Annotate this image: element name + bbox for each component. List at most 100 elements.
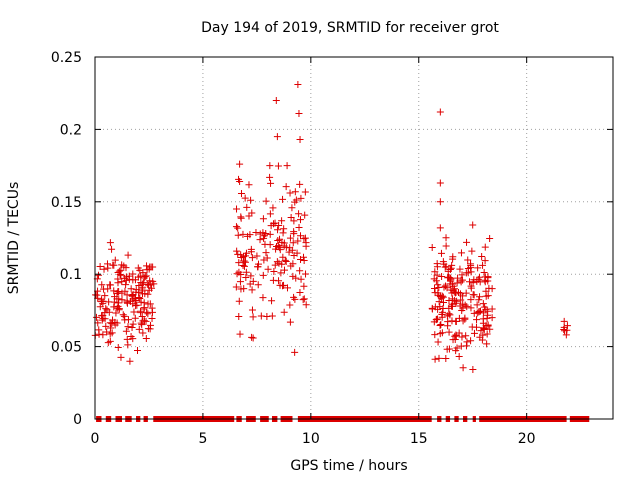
x-tick-label: 15 — [410, 431, 428, 447]
data-point — [268, 312, 276, 320]
data-point — [428, 244, 436, 252]
data-point — [126, 357, 134, 365]
data-point — [263, 254, 271, 262]
data-points — [91, 81, 571, 374]
data-point — [259, 271, 267, 279]
data-point — [279, 253, 287, 261]
data-point — [125, 272, 133, 280]
data-point — [144, 310, 152, 318]
data-point — [481, 257, 489, 265]
data-point — [278, 217, 286, 225]
data-point — [148, 315, 156, 323]
data-point — [282, 183, 290, 191]
data-point — [481, 276, 489, 284]
data-point — [451, 332, 459, 340]
data-point — [237, 190, 245, 198]
data-point — [240, 262, 248, 270]
data-point — [232, 223, 240, 231]
data-point — [279, 195, 287, 203]
data-point — [434, 291, 442, 299]
data-point — [436, 198, 444, 206]
data-point — [476, 293, 484, 301]
data-point — [239, 230, 247, 238]
data-point — [122, 281, 130, 289]
data-point — [469, 221, 477, 229]
data-point — [271, 219, 279, 227]
data-point — [118, 296, 126, 304]
data-point — [127, 285, 135, 293]
data-point — [472, 323, 480, 331]
data-point — [447, 286, 455, 294]
data-point — [142, 317, 150, 325]
data-point — [286, 244, 294, 252]
x-tick-label: 20 — [518, 431, 536, 447]
data-point — [451, 285, 459, 293]
data-point — [286, 301, 294, 309]
data-point — [242, 268, 250, 276]
data-point — [98, 312, 106, 320]
data-point — [449, 255, 457, 263]
data-point — [302, 301, 310, 309]
data-point — [483, 330, 491, 338]
data-point — [442, 234, 450, 242]
data-point — [240, 285, 248, 293]
data-point — [275, 259, 283, 267]
data-point — [294, 237, 302, 245]
data-point — [115, 267, 123, 275]
data-point — [131, 314, 139, 322]
data-point — [269, 276, 277, 284]
data-point — [438, 292, 446, 300]
data-point — [473, 301, 481, 309]
data-point — [117, 353, 125, 361]
data-point — [268, 297, 276, 305]
data-point — [148, 284, 156, 292]
data-point — [123, 335, 131, 343]
data-point — [301, 188, 309, 196]
data-point — [114, 344, 122, 352]
data-point — [242, 274, 250, 282]
data-point — [277, 269, 285, 277]
data-point — [262, 197, 270, 205]
data-point — [248, 333, 256, 341]
data-point — [124, 251, 132, 259]
data-point — [464, 256, 472, 264]
data-point — [236, 160, 244, 168]
data-point — [290, 230, 298, 238]
x-tick-label: 0 — [91, 431, 100, 447]
y-tick-label: 0.05 — [51, 340, 82, 356]
data-point — [446, 266, 454, 274]
data-point — [113, 295, 121, 303]
plot-frame — [94, 56, 614, 420]
data-point — [134, 264, 142, 272]
data-point — [436, 224, 444, 232]
data-point — [436, 330, 444, 338]
data-point — [448, 317, 456, 325]
data-point — [257, 312, 265, 320]
data-point — [134, 346, 142, 354]
data-point — [139, 279, 147, 287]
data-point — [99, 331, 107, 339]
data-point — [122, 327, 130, 335]
data-point — [289, 260, 297, 268]
data-point — [458, 333, 466, 341]
data-point — [445, 345, 453, 353]
data-point — [118, 278, 126, 286]
data-point — [237, 213, 245, 221]
data-point — [479, 309, 487, 317]
data-point — [431, 355, 439, 363]
data-point — [560, 317, 568, 325]
data-point — [482, 322, 490, 330]
data-point — [276, 246, 284, 254]
data-point — [242, 249, 250, 257]
data-point — [297, 275, 305, 283]
data-point — [299, 296, 307, 304]
data-point — [243, 203, 251, 211]
data-point — [112, 309, 120, 317]
data-point — [254, 260, 262, 268]
data-point — [103, 306, 111, 314]
data-point — [464, 269, 472, 277]
data-point — [232, 283, 240, 291]
data-point — [274, 237, 282, 245]
data-point — [279, 229, 287, 237]
data-point — [453, 297, 461, 305]
